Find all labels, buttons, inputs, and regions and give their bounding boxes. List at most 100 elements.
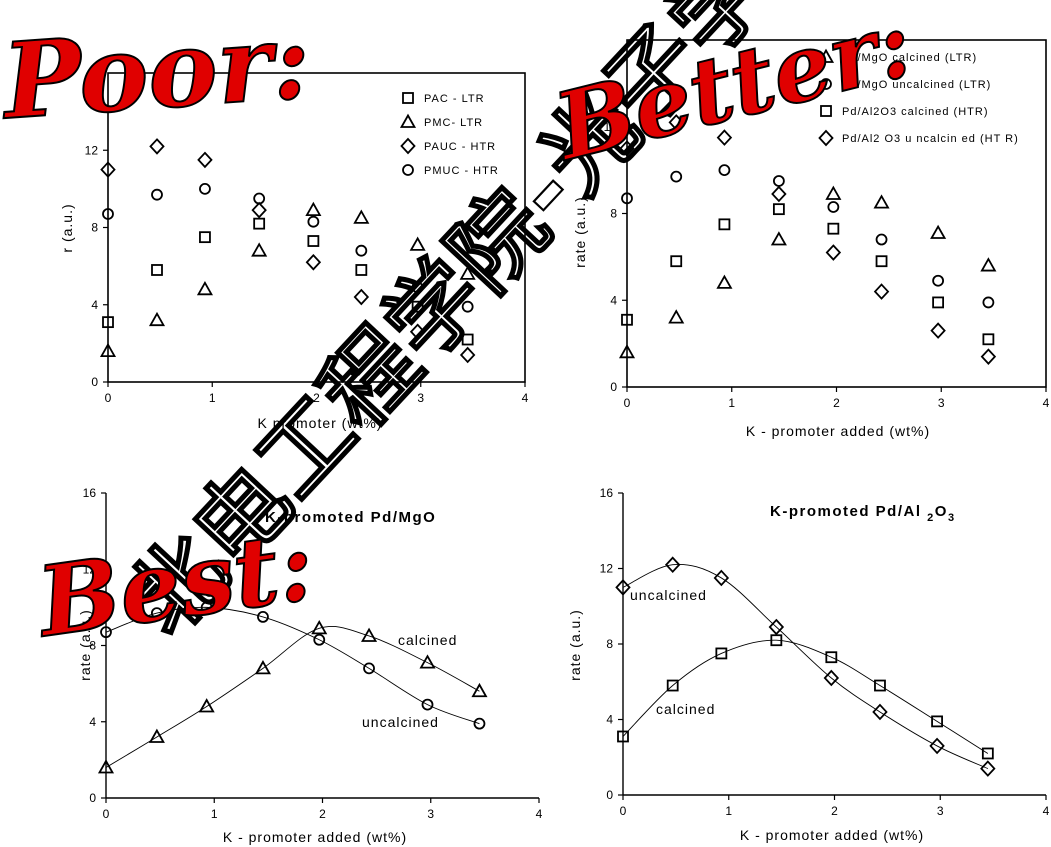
tr-y-tick-label: 8	[610, 207, 617, 221]
br-series-0-point	[768, 618, 785, 636]
bl-label-uncalcined: uncalcined	[362, 714, 439, 730]
tl-series-0-point	[102, 316, 114, 329]
tl-legend-label: PMUC - HTR	[424, 165, 499, 177]
tl-x-tick-label: 2	[313, 391, 320, 405]
bl-series-1-point	[150, 607, 163, 619]
br-series-0-point	[872, 703, 888, 721]
tr-series-2-point	[718, 218, 731, 231]
br-y-tick-label: 16	[600, 486, 614, 500]
br-x-tick-label: 3	[937, 804, 944, 818]
tr-x-tick-label: 4	[1043, 396, 1050, 410]
bl-series-1-point	[313, 633, 326, 646]
tr-y-tick-label: 4	[610, 293, 617, 307]
tl-series-1-point	[99, 342, 117, 358]
br-x-tick-label: 0	[620, 804, 627, 818]
tr-legend-label: Pd/MgO uncalcined (LTR)	[842, 79, 991, 91]
tl-legend-marker	[400, 137, 416, 155]
br-series-1-line	[622, 639, 989, 754]
tr-series-1-point	[932, 274, 945, 287]
tl-series-3-point	[102, 208, 114, 220]
bl-series-0-point	[471, 682, 488, 698]
tl-series-1-point	[353, 209, 370, 224]
tr-legend-marker	[820, 78, 832, 90]
chart-bl: K-promoted Pd/MgO calcined uncalcined K …	[77, 509, 456, 845]
tr-xlabel: K - promoter added (wt%)	[746, 423, 930, 439]
bl-xlabel: K - promoter added (wt%)	[223, 829, 407, 845]
tl-series-3-point	[151, 188, 163, 201]
tl-series-1-point	[459, 265, 476, 280]
tr-series-3-point	[825, 244, 842, 261]
tl-y-tick-label: 12	[85, 143, 99, 157]
bl-y-tick-label: 0	[89, 791, 96, 805]
bl-y-tick-label: 12	[83, 562, 97, 576]
bl-x-tick-label: 4	[536, 807, 543, 821]
bl-series-0-point	[419, 654, 436, 669]
tl-x-tick-label: 0	[105, 391, 112, 405]
tl-y-tick-label: 0	[91, 375, 98, 389]
tr-x-tick-label: 0	[624, 396, 631, 410]
br-series-0-point	[929, 737, 945, 755]
tr-series-2-point	[982, 333, 995, 346]
tr-legend-marker	[818, 129, 834, 147]
tr-series-0-point	[668, 309, 685, 324]
tr-x-tick-label: 2	[833, 396, 840, 410]
tr-series-0-point	[716, 274, 733, 289]
tr-series-2-point	[670, 255, 683, 268]
tl-legend-label: PAUC - HTR	[424, 141, 496, 153]
tr-y-tick-label: 0	[610, 380, 617, 394]
br-series-1-point	[770, 634, 783, 647]
tr-x-tick-label: 1	[728, 396, 735, 410]
bl-series-1-point	[200, 601, 213, 614]
stamp-best: Best:	[29, 508, 321, 659]
tr-series-1-point	[875, 233, 888, 246]
br-ylabel: rate (a.u.)	[567, 609, 583, 681]
tr-legend-label: Pd/MgO calcined (LTR)	[842, 52, 977, 64]
tl-series-1-point	[409, 236, 426, 251]
tr-series-0-point	[930, 224, 947, 239]
bl-series-0-point	[148, 728, 165, 743]
tr-y-tick-label: 12	[604, 120, 618, 134]
br-series-0-point	[980, 760, 996, 777]
tr-series-0-point	[770, 231, 787, 246]
br-x-tick-label: 2	[831, 804, 838, 818]
tr-ylabel: rate (a.u.)	[572, 196, 588, 268]
tr-series-3-point	[716, 129, 733, 146]
tl-series-3-point	[355, 244, 368, 257]
tr-series-3-point	[980, 348, 997, 365]
tr-series-1-point	[621, 192, 633, 205]
tl-legend-marker	[402, 92, 414, 104]
br-series-1-point	[874, 679, 886, 692]
tl-y-tick-label: 8	[91, 221, 98, 235]
tl-series-3-point	[253, 192, 266, 205]
bl-y-tick-label: 8	[89, 639, 96, 653]
tr-series-2-point	[932, 296, 945, 309]
br-y-tick-label: 8	[606, 637, 613, 651]
tr-series-1-point	[718, 164, 731, 177]
chart-tl: K promoter (wt%) r (a.u.)	[59, 203, 381, 431]
tr-series-3-point	[668, 114, 684, 131]
tr-series-1-point	[982, 296, 995, 309]
br-y-tick-label: 0	[606, 788, 613, 802]
bl-series-0-point	[311, 620, 328, 635]
tl-legend-marker	[402, 164, 414, 176]
bl-x-tick-label: 0	[103, 807, 110, 821]
br-series-1-point	[931, 715, 943, 728]
stamp-poor: Poor:	[0, 0, 314, 143]
tr-series-3-point	[619, 140, 635, 157]
tr-series-2-point	[772, 203, 785, 216]
br-title: K-promoted Pd/Al 2O3	[770, 503, 956, 524]
br-series-0-point	[823, 669, 840, 687]
tr-series-3-point	[930, 322, 946, 339]
tl-series-2-point	[197, 151, 213, 169]
br-title-mid: O	[935, 503, 948, 520]
tr-series-2-point	[621, 313, 633, 326]
tl-series-1-point	[305, 201, 322, 217]
bl-series-1-point	[421, 698, 434, 711]
br-series-1-point	[715, 647, 728, 660]
tr-legend-label: Pd/Al2 O3 u ncalcin ed (HT R)	[842, 133, 1019, 145]
